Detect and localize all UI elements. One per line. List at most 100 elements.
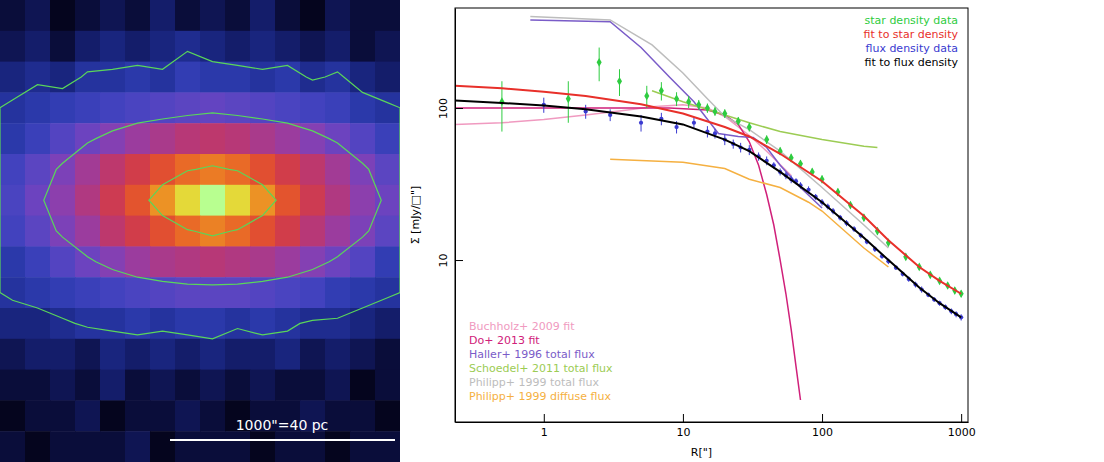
heatmap-cell — [75, 370, 101, 401]
heatmap-cell — [100, 92, 126, 123]
heatmap-cell — [100, 339, 126, 370]
heatmap-cell — [175, 0, 201, 31]
heatmap-cell — [200, 185, 226, 216]
heatmap-cell — [125, 277, 151, 308]
heatmap-cell — [0, 185, 26, 216]
heatmap-panel: 1000"=40 pc — [0, 0, 401, 462]
heatmap-cell — [275, 154, 301, 185]
heatmap-cell — [150, 123, 176, 154]
data-point — [644, 92, 649, 101]
heatmap-cell — [300, 31, 326, 62]
heatmap-cell — [25, 277, 51, 308]
heatmap-cell — [75, 62, 101, 93]
heatmap-cell — [125, 400, 151, 431]
heatmap-cell — [150, 400, 176, 431]
heatmap-cell — [50, 123, 76, 154]
heatmap-cell — [75, 216, 101, 247]
data-point — [659, 86, 664, 95]
y-tick-label: 100 — [437, 98, 450, 119]
heatmap-cell — [375, 308, 400, 339]
heatmap-cell — [50, 154, 76, 185]
x-tick: 1 — [541, 414, 548, 439]
heatmap-cell — [325, 277, 351, 308]
heatmap-cell — [325, 339, 351, 370]
heatmap-cell — [25, 185, 51, 216]
heatmap-cell — [50, 216, 76, 247]
heatmap-cell — [350, 62, 376, 93]
heatmap-cell — [225, 246, 251, 277]
heatmap-cell — [225, 308, 251, 339]
heatmap-cell — [50, 339, 76, 370]
legend-entry: flux density data — [865, 42, 958, 55]
heatmap-cell — [375, 370, 400, 401]
heatmap-cell — [375, 62, 400, 93]
heatmap-cell — [50, 92, 76, 123]
heatmap-cell — [250, 339, 276, 370]
heatmap-cell — [100, 277, 126, 308]
heatmap-cells — [0, 0, 400, 462]
scatter-series — [542, 98, 964, 321]
legend-entry: fit to flux density — [864, 56, 958, 69]
heatmap-cell — [350, 216, 376, 247]
legend-entry: Philipp+ 1999 diffuse flux — [469, 390, 611, 403]
heatmap-cell — [375, 154, 400, 185]
heatmap-cell — [25, 0, 51, 31]
heatmap-cell — [50, 277, 76, 308]
heatmap-cell — [300, 0, 326, 31]
heatmap-cell — [50, 400, 76, 431]
heatmap-cell — [200, 123, 226, 154]
heatmap-cell — [300, 216, 326, 247]
series-line — [530, 20, 822, 208]
legend-entry: star density data — [865, 14, 958, 27]
series-line — [455, 101, 961, 318]
heatmap-cell — [175, 92, 201, 123]
heatmap-cell — [200, 431, 226, 462]
heatmap-cell — [375, 31, 400, 62]
heatmap-cell — [150, 370, 176, 401]
heatmap-cell — [375, 216, 400, 247]
series-line — [610, 159, 888, 267]
heatmap-cell — [300, 339, 326, 370]
x-tick-mark — [544, 414, 545, 422]
heatmap-cell — [250, 62, 276, 93]
heatmap-cell — [325, 308, 351, 339]
heatmap-cell — [300, 308, 326, 339]
heatmap-cell — [350, 246, 376, 277]
heatmap-cell — [25, 370, 51, 401]
heatmap-cell — [300, 154, 326, 185]
contour-line — [0, 51, 400, 338]
figure: 1000"=40 pc110100100010100R["]Σ [mJy/□"]… — [0, 0, 1104, 462]
heatmap-cell — [25, 216, 51, 247]
heatmap-cell — [200, 400, 226, 431]
heatmap-cell — [100, 400, 126, 431]
heatmap-cell — [250, 370, 276, 401]
data-point — [722, 109, 727, 118]
heatmap-cell — [250, 0, 276, 31]
legend-entry: Philipp+ 1999 total flux — [469, 376, 599, 389]
heatmap-cell — [275, 308, 301, 339]
legend-entry: Do+ 2013 fit — [469, 334, 540, 347]
x-axis: 1101001000 — [456, 414, 976, 439]
heatmap-cell — [0, 308, 26, 339]
heatmap-cell — [0, 92, 26, 123]
heatmap-cell — [350, 370, 376, 401]
heatmap-cell — [300, 431, 326, 462]
heatmap-cell — [200, 370, 226, 401]
heatmap-cell — [150, 339, 176, 370]
heatmap-cell — [125, 31, 151, 62]
heatmap-cell — [150, 154, 176, 185]
series-line — [652, 91, 877, 148]
heatmap-cell — [0, 246, 26, 277]
data-point — [499, 97, 504, 106]
heatmap-cell — [25, 92, 51, 123]
heatmap-cell — [225, 123, 251, 154]
heatmap-cell — [250, 431, 276, 462]
heatmap-cell — [375, 400, 400, 431]
heatmap-cell — [325, 154, 351, 185]
y-tick: 10 — [437, 254, 463, 268]
heatmap-cell — [250, 185, 276, 216]
heatmap-cell — [125, 246, 151, 277]
heatmap-cell — [150, 31, 176, 62]
x-axis-title: R["] — [691, 446, 712, 459]
heatmap-cell — [350, 92, 376, 123]
